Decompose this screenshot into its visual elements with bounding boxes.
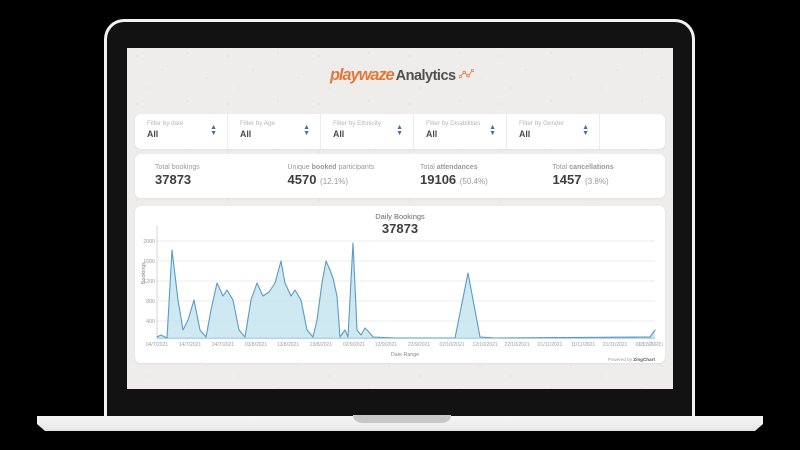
svg-text:400: 400 [146,319,155,325]
svg-text:21/11/2021: 21/11/2021 [603,342,628,348]
svg-text:22/9/2021: 22/9/2021 [408,342,430,348]
svg-text:01/11/2021: 01/11/2021 [538,342,563,348]
svg-text:13/8/2021: 13/8/2021 [277,342,299,348]
svg-text:02/10/2021: 02/10/2021 [439,342,464,348]
svg-text:02/9/2021: 02/9/2021 [343,342,365,348]
svg-text:23/8/2021: 23/8/2021 [310,342,332,348]
svg-text:800: 800 [146,299,155,305]
svg-text:14/7/2021: 14/7/2021 [179,342,201,348]
svg-text:03/8/2021: 03/8/2021 [245,342,267,348]
svg-text:Date Range: Date Range [391,352,419,358]
svg-text:22/10/2021: 22/10/2021 [504,342,529,348]
svg-text:12/9/2021: 12/9/2021 [375,342,397,348]
svg-text:12/10/2021: 12/10/2021 [472,342,497,348]
svg-text:Bookings: Bookings [141,262,147,284]
svg-text:24/7/2021: 24/7/2021 [212,342,234,348]
svg-text:11/11/2021: 11/11/2021 [571,342,596,348]
svg-text:2000: 2000 [143,239,155,245]
svg-text:Powered by ZingChart: Powered by ZingChart [608,357,656,362]
svg-text:03/12/2021: 03/12/2021 [638,342,663,348]
svg-text:04/7/2021: 04/7/2021 [146,342,168,348]
